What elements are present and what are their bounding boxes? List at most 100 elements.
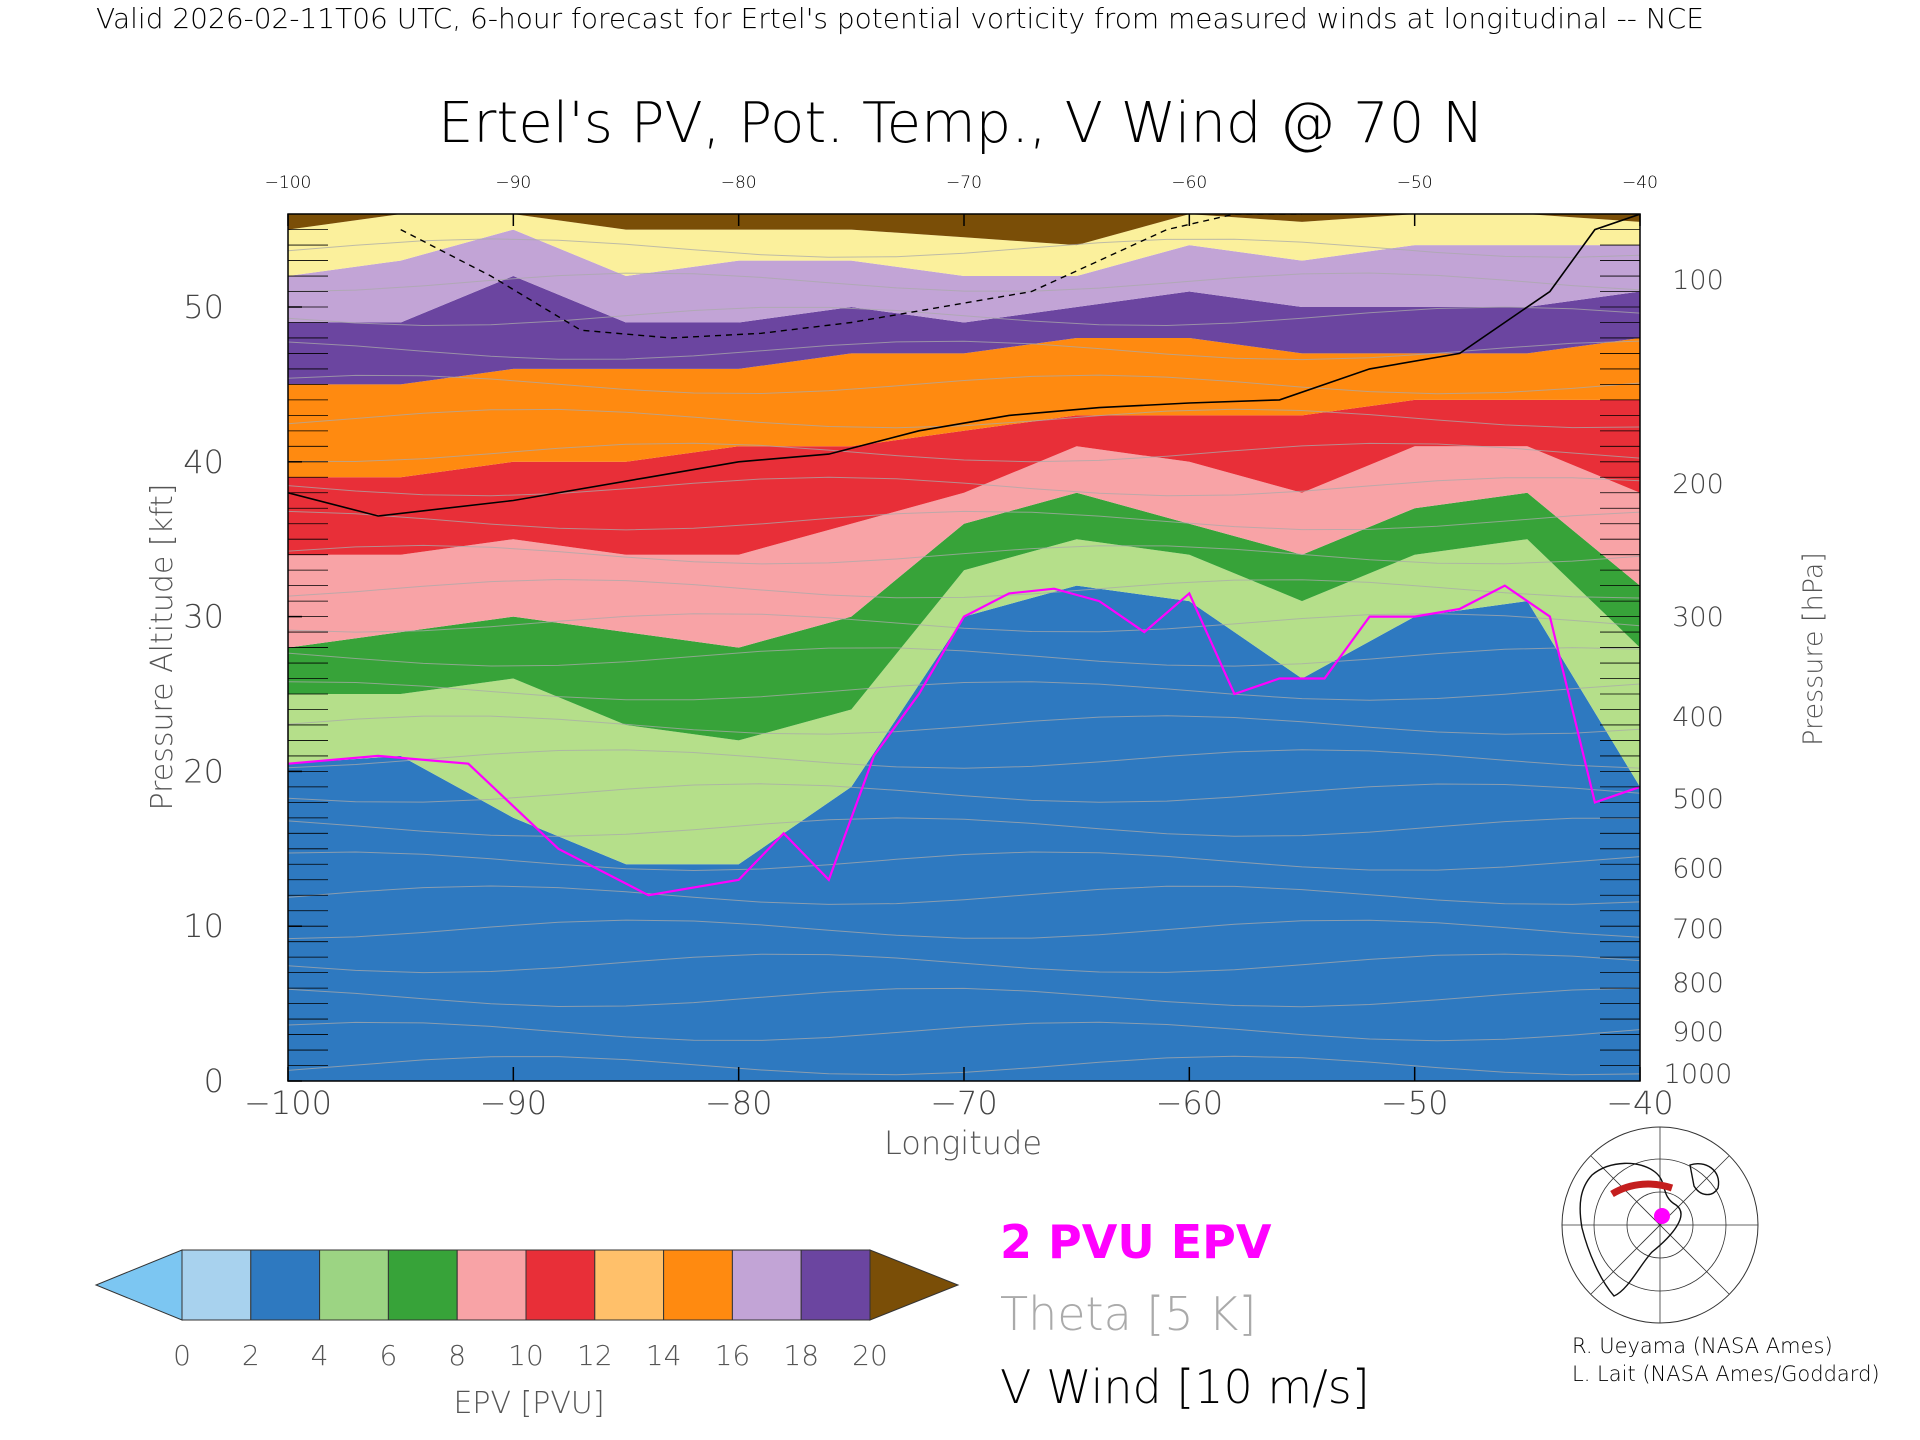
- colorbar-under-arrow: [94, 1249, 183, 1321]
- x-tick-label: −50: [1381, 1084, 1449, 1122]
- pressure-tick-label: 600: [1672, 853, 1724, 884]
- y-tick-label: 50: [183, 288, 224, 326]
- pressure-tick-label: 400: [1672, 702, 1724, 733]
- colorbar-swatch: [387, 1249, 458, 1321]
- x-tick-label: −80: [705, 1084, 773, 1122]
- chart-title: Ertel's PV, Pot. Temp., V Wind @ 70 N: [438, 91, 1484, 156]
- y-tick-label: 0: [204, 1062, 224, 1100]
- top-tick-label: −40: [1622, 173, 1658, 193]
- theta-contour-line: [288, 647, 1640, 667]
- credit-line-1: R. Ueyama (NASA Ames): [1572, 1334, 1833, 1358]
- pv-band-orange: [288, 338, 1640, 478]
- x-axis-top: −100 −90 −80 −70 −60 −50 −40: [265, 173, 1658, 226]
- theta-contour-line: [288, 578, 1640, 599]
- theta-contour-line: [288, 408, 1640, 429]
- epv-2pvu-line: [288, 584, 1640, 897]
- pv-band-blue: [288, 585, 1640, 1081]
- wind-zero-contour: [288, 214, 1640, 517]
- valid-time-header: Valid 2026-02-11T06 UTC, 6-hour forecast…: [96, 2, 1704, 35]
- pressure-minor-ticks: [288, 229, 1640, 1082]
- colorbar-swatch: [456, 1249, 527, 1321]
- pressure-tick-label: 1000: [1664, 1059, 1733, 1090]
- y-axis-right: 100 200 300 400 500 600 700 800 900 1000: [1664, 265, 1733, 1090]
- legend-epv: 2 PVU EPV: [1000, 1215, 1272, 1269]
- legend-theta: Theta [5 K]: [1000, 1287, 1256, 1341]
- y-tick-label: 20: [183, 752, 224, 790]
- y-axis-left-label: Pressure Altitude [kft]: [145, 484, 180, 811]
- colorbar-swatch: [663, 1249, 733, 1321]
- credit-line-2: L. Lait (NASA Ames/Goddard): [1572, 1362, 1880, 1386]
- colorbar-swatch: [181, 1249, 252, 1321]
- colorbar: 0 2 4 6 8 10 12 14 16 18 20: [94, 1249, 960, 1372]
- pv-band-brown: [288, 214, 1640, 246]
- plot-area: [288, 214, 1640, 1081]
- pressure-tick-label: 500: [1672, 784, 1724, 815]
- north-polar-map-icon: [1538, 1126, 1782, 1324]
- theta-contour-line: [288, 442, 1640, 463]
- pv-band-red: [288, 399, 1640, 555]
- colorbar-tick-label: 18: [783, 1339, 819, 1372]
- colorbar-label: EPV [PVU]: [453, 1386, 604, 1421]
- theta-contour-line: [288, 987, 1640, 1008]
- epv-2pvu-contour: [288, 584, 1640, 897]
- y-tick-label: 10: [183, 907, 224, 945]
- colorbar-swatch: [731, 1249, 802, 1321]
- y-axis-left: 0 10 20 30 40 50: [183, 288, 302, 1100]
- colorbar-tick-label: 14: [646, 1339, 682, 1372]
- theta-contour-line: [288, 272, 1640, 292]
- y-axis-right-label: Pressure [hPa]: [1798, 552, 1829, 746]
- theta-contour-line: [288, 851, 1640, 872]
- colorbar-tick-label: 12: [577, 1339, 613, 1372]
- top-tick-label: −50: [1397, 173, 1433, 193]
- top-tick-label: −90: [495, 173, 531, 193]
- pv-band-light-purple: [288, 229, 1640, 323]
- theta-contour-line: [288, 715, 1640, 735]
- colorbar-swatch: [250, 1249, 321, 1321]
- colorbar-tick-label: 10: [508, 1339, 544, 1372]
- theta-contour-line: [288, 374, 1640, 395]
- x-tick-label: −40: [1606, 1084, 1674, 1122]
- colorbar-swatch: [525, 1249, 596, 1321]
- x-axis-label: Longitude: [884, 1124, 1042, 1162]
- top-tick-label: −80: [721, 173, 757, 193]
- theta-contour-line: [288, 953, 1640, 974]
- top-tick-label: −70: [946, 173, 982, 193]
- pressure-tick-label: 200: [1672, 469, 1724, 500]
- pv-color-fill: [288, 214, 1640, 1081]
- theta-contour-line: [288, 306, 1640, 327]
- colorbar-tick-label: 0: [173, 1339, 191, 1372]
- theta-contour-line: [288, 238, 1640, 258]
- theta-contour-line: [288, 613, 1640, 633]
- y-tick-label: 40: [183, 443, 224, 481]
- top-tick-label: −60: [1171, 173, 1207, 193]
- pv-band-purple: [288, 276, 1640, 385]
- pressure-tick-label: 300: [1672, 602, 1724, 633]
- colorbar-tick-label: 6: [379, 1339, 397, 1372]
- colorbar-swatch: [800, 1249, 871, 1321]
- wind-dashed-contour: [400, 214, 1302, 339]
- colorbar-tick-label: 8: [448, 1339, 466, 1372]
- x-tick-label: −100: [244, 1084, 332, 1122]
- legend: 2 PVU EPV Theta [5 K] V Wind [10 m/s]: [1000, 1215, 1370, 1414]
- pressure-tick-label: 100: [1672, 265, 1724, 296]
- wind-contours: [288, 214, 1640, 517]
- colorbar-tick-label: 20: [852, 1339, 888, 1372]
- colorbar-over-arrow: [869, 1249, 960, 1321]
- theta-contour-line: [288, 544, 1640, 565]
- pressure-tick-label: 900: [1672, 1017, 1724, 1048]
- theta-contour-line: [288, 783, 1640, 803]
- theta-contour-line: [288, 885, 1640, 905]
- colorbar-tick-label: 4: [311, 1339, 329, 1372]
- legend-wind: V Wind [10 m/s]: [1000, 1360, 1370, 1414]
- top-tick-label: −100: [265, 173, 312, 193]
- colorbar-tick-label: 16: [715, 1339, 751, 1372]
- theta-contour-line: [288, 340, 1640, 361]
- theta-contour-line: [288, 919, 1640, 940]
- y-tick-label: 30: [183, 598, 224, 636]
- theta-contour-line: [288, 681, 1640, 701]
- x-tick-label: −60: [1156, 1084, 1224, 1122]
- colorbar-swatch: [594, 1249, 665, 1321]
- theta-contours: [288, 238, 1640, 1076]
- theta-contour-line: [288, 476, 1640, 497]
